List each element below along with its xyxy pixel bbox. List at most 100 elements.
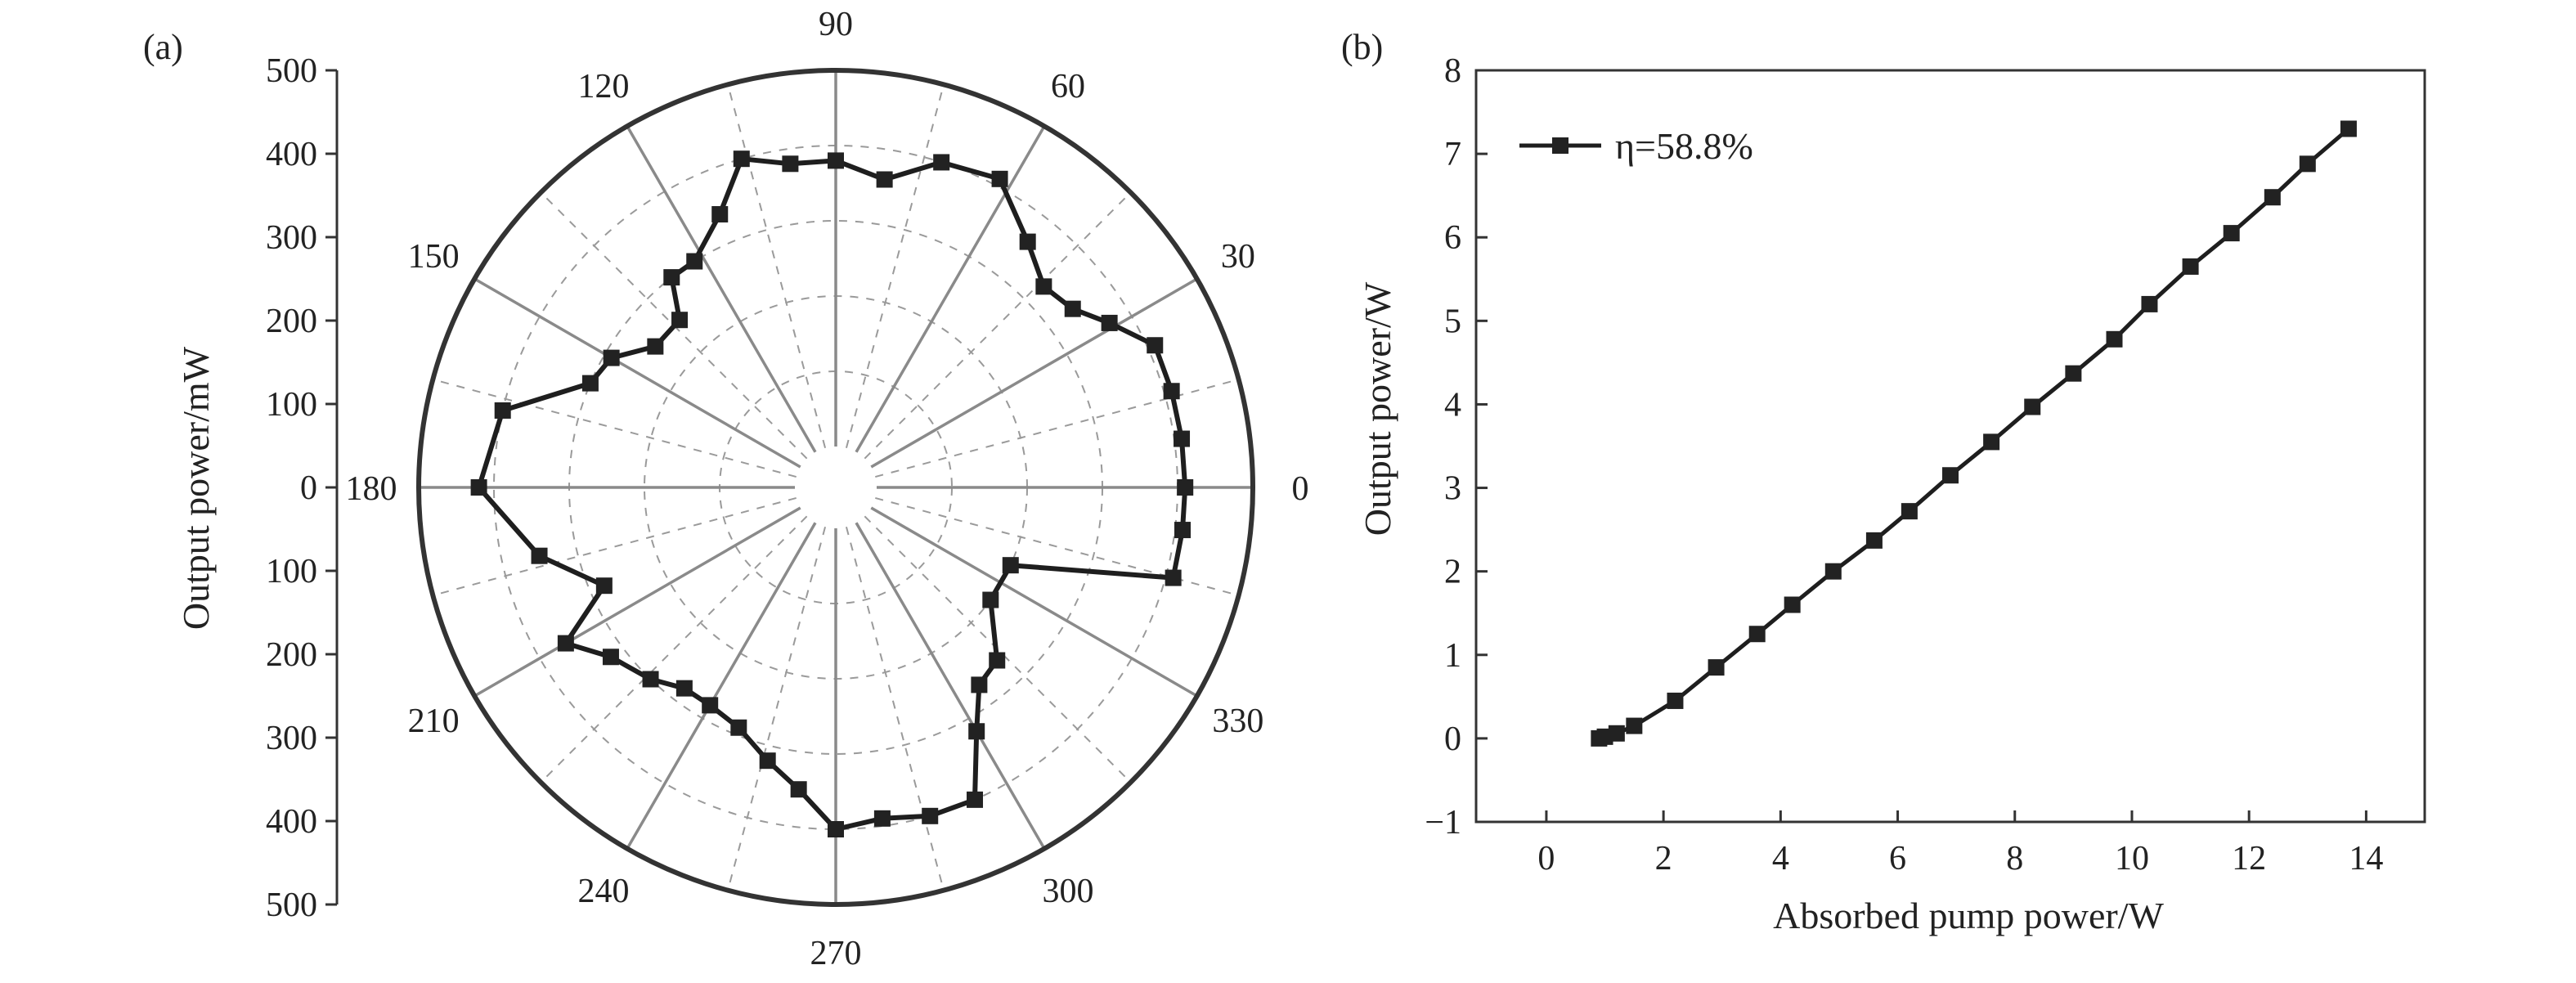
data-point <box>2299 155 2316 173</box>
polar-radial-axis: 500 400 300 200 100 0 100 200 300 400 500 <box>266 52 339 924</box>
legend: η=58.8% <box>1519 125 1753 167</box>
y-tick-label: 0 <box>1444 720 1461 758</box>
line-series <box>1591 120 2357 747</box>
polar-data-point <box>967 791 984 808</box>
polar-data-point <box>711 206 729 223</box>
polar-angle-label: 240 <box>578 873 630 910</box>
data-point <box>2182 258 2199 275</box>
polar-minor-spoke <box>540 515 808 783</box>
polar-y-axis-title: Output power/mW <box>175 346 217 630</box>
polar-data-point <box>782 155 799 173</box>
polar-angle-label: 60 <box>1051 68 1085 105</box>
polar-major-spoke <box>626 522 817 850</box>
polar-major-spoke <box>626 125 817 453</box>
legend-entry: η=58.8% <box>1615 125 1753 167</box>
radial-tick-label: 400 <box>266 803 317 841</box>
polar-data-point <box>1019 233 1036 250</box>
data-point <box>2106 330 2123 348</box>
polar-angle-label: 180 <box>346 470 397 508</box>
polar-data-point <box>647 338 664 355</box>
y-tick-label: 3 <box>1444 470 1461 508</box>
polar-angle-labels: 0 30 60 90 120 150 180 210 240 270 300 330 <box>346 6 1309 972</box>
polar-data-point <box>828 821 844 837</box>
data-point <box>1824 563 1842 580</box>
x-tick-label: 8 <box>2006 840 2023 878</box>
polar-data-point <box>1163 383 1180 400</box>
polar-angle-label: 30 <box>1221 238 1255 276</box>
radial-tick-label: 100 <box>266 553 317 590</box>
polar-series <box>470 150 1194 837</box>
x-tick-label: 2 <box>1655 840 1672 878</box>
polar-minor-spoke <box>727 84 827 448</box>
radial-tick-label: 0 <box>300 469 317 507</box>
x-axis-title: Absorbed pump power/W <box>1773 895 2164 936</box>
polar-angle-label: 120 <box>578 68 630 105</box>
polar-minor-spoke <box>433 496 797 596</box>
polar-data-point <box>1174 522 1192 539</box>
polar-data-point <box>531 547 548 564</box>
polar-angle-label: 330 <box>1212 702 1263 740</box>
data-point <box>2340 120 2357 137</box>
polar-angle-label: 0 <box>1292 470 1309 508</box>
radial-tick-label: 300 <box>266 219 317 257</box>
polar-data-point <box>982 591 999 608</box>
x-tick-label: 10 <box>2115 840 2149 878</box>
data-point <box>2024 398 2041 415</box>
y-tick-label: −1 <box>1425 804 1461 842</box>
polar-minor-spoke <box>864 191 1132 460</box>
legend-marker-swatch <box>1552 137 1568 154</box>
data-point <box>1708 659 1725 676</box>
polar-data-point <box>603 349 620 366</box>
polar-data-point <box>989 652 1006 669</box>
polar-data-point <box>494 402 511 419</box>
polar-data-point <box>1002 557 1019 574</box>
polar-data-point <box>1177 479 1194 496</box>
polar-data-point <box>968 723 985 740</box>
polar-data-point <box>1064 300 1081 317</box>
data-point <box>1748 626 1766 643</box>
data-point <box>1667 692 1684 709</box>
radial-tick-label: 100 <box>266 386 317 424</box>
polar-series-line <box>476 156 1188 832</box>
polar-data-point <box>1147 337 1164 354</box>
polar-angle-label: 210 <box>408 702 460 740</box>
radial-tick-label: 400 <box>266 136 317 173</box>
polar-major-spoke <box>870 277 1198 469</box>
polar-major-spoke <box>855 125 1046 453</box>
polar-angle-label: 90 <box>819 6 853 43</box>
data-point <box>1901 503 1918 520</box>
polar-minor-spoke <box>845 84 945 448</box>
radial-tick-label: 500 <box>266 52 317 90</box>
polar-data-point <box>581 375 599 392</box>
x-tick-label: 14 <box>2349 840 2383 878</box>
polar-data-point <box>557 635 574 652</box>
y-tick-label: 1 <box>1444 637 1461 675</box>
polar-angle-label: 150 <box>408 238 460 276</box>
polar-data-point <box>642 671 659 688</box>
polar-data-point <box>733 150 750 168</box>
polar-data-point <box>1174 430 1191 447</box>
polar-grid <box>416 68 1255 907</box>
polar-data-point <box>828 152 844 169</box>
y-tick-label: 4 <box>1444 386 1461 424</box>
data-point <box>1983 433 2000 451</box>
data-point <box>1626 717 1643 734</box>
polar-data-point <box>790 781 807 798</box>
series-line <box>1598 127 2350 741</box>
x-tick-label: 0 <box>1537 840 1555 878</box>
y-axis-title: Output power/W <box>1357 281 1398 536</box>
y-tick-label: 7 <box>1444 136 1461 173</box>
x-tick-label: 4 <box>1772 840 1789 878</box>
line-plot-frame <box>1474 69 2426 824</box>
polar-data-point <box>1101 314 1118 331</box>
panel-b-label: (b) <box>1341 27 1383 67</box>
polar-data-point <box>671 312 689 329</box>
polar-data-point <box>595 577 613 595</box>
polar-data-point <box>675 680 693 697</box>
radial-tick-label: 200 <box>266 636 317 674</box>
polar-data-point <box>730 719 747 736</box>
polar-chart-panel: (a) 500 400 300 200 100 0 100 200 300 400 500 0 30 6… <box>143 6 1309 972</box>
polar-major-spoke <box>473 506 801 698</box>
